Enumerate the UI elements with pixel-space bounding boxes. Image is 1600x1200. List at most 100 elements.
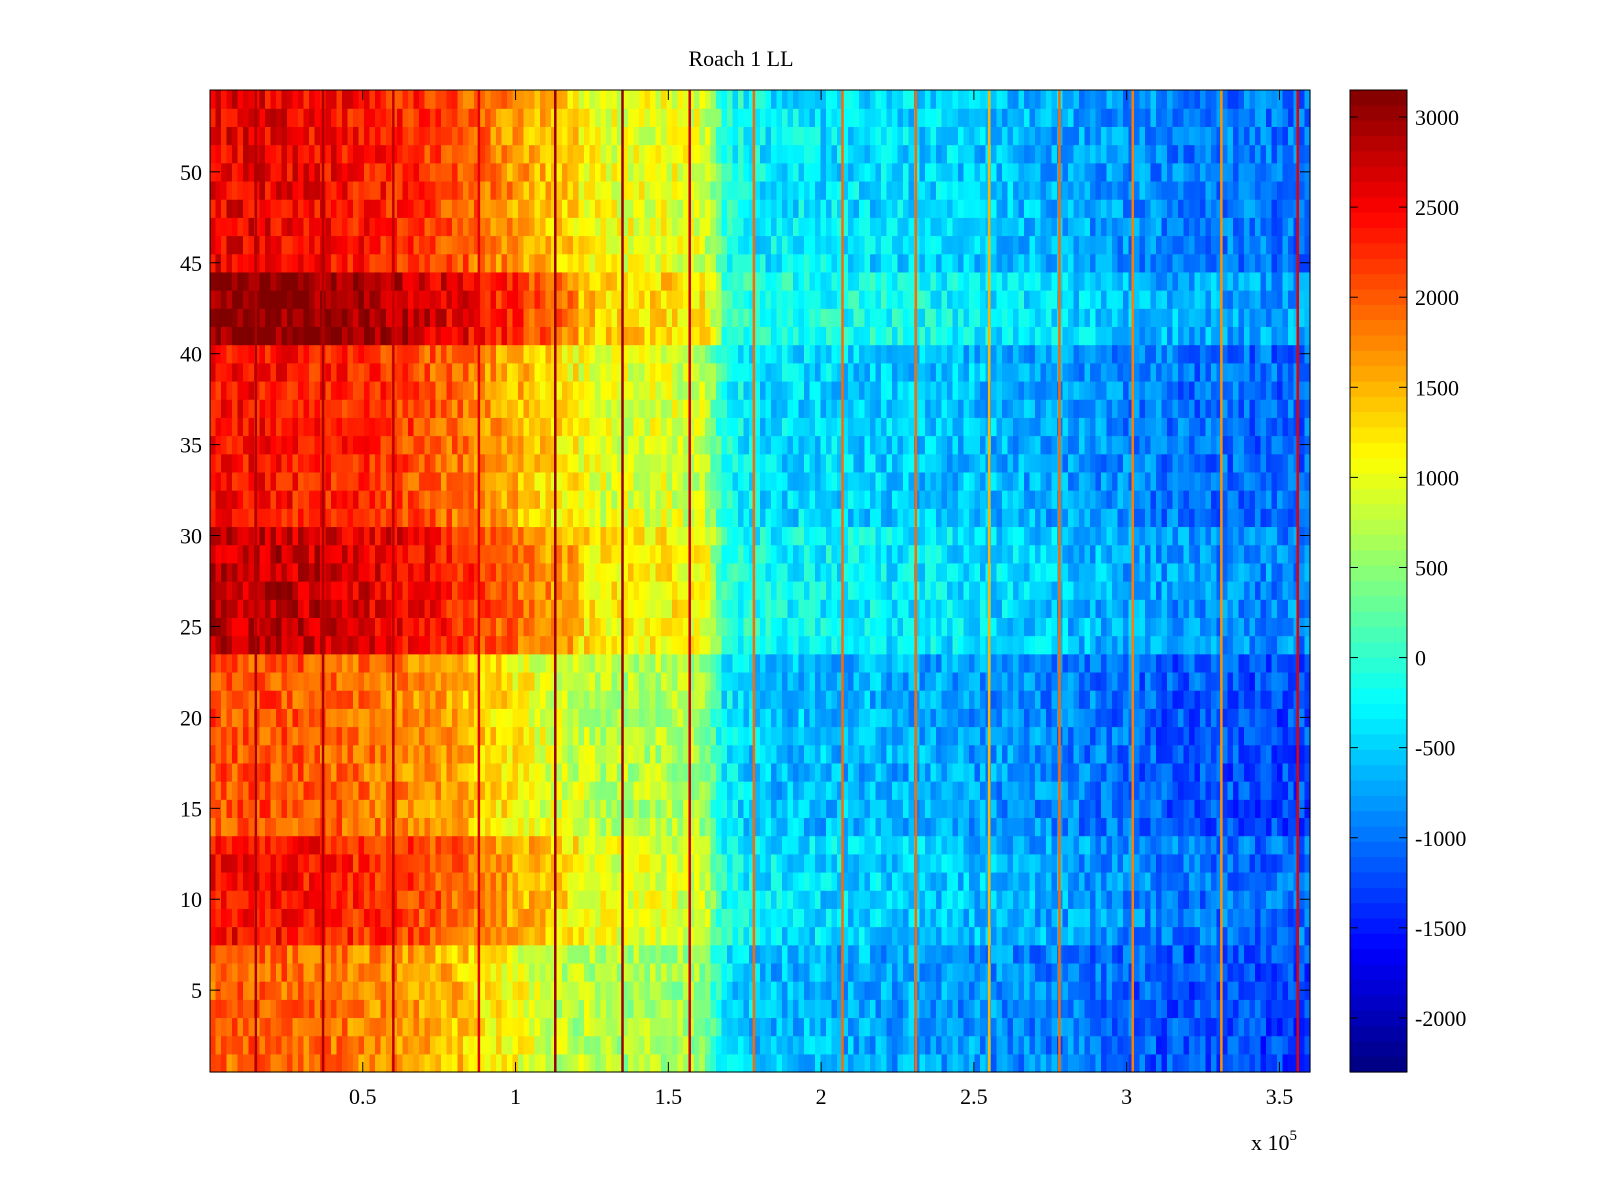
heatmap-cell bbox=[281, 835, 288, 855]
heatmap-cell bbox=[259, 671, 266, 691]
heatmap-cell bbox=[1266, 817, 1273, 837]
heatmap-cell bbox=[897, 962, 904, 982]
heatmap-cell bbox=[787, 671, 794, 691]
heatmap-cell bbox=[1090, 708, 1097, 728]
heatmap-cell bbox=[1134, 671, 1141, 691]
heatmap-cell bbox=[435, 871, 442, 891]
heatmap-cell bbox=[314, 817, 321, 837]
heatmap-cell bbox=[853, 1035, 860, 1055]
heatmap-cell bbox=[996, 999, 1003, 1019]
heatmap-cell bbox=[617, 635, 624, 655]
heatmap-cell bbox=[650, 981, 657, 1000]
heatmap-cell bbox=[529, 708, 536, 728]
heatmap-cell bbox=[897, 926, 904, 946]
heatmap-cell bbox=[380, 653, 387, 673]
heatmap-cell bbox=[1134, 908, 1141, 928]
heatmap-cell bbox=[1046, 890, 1053, 909]
heatmap-cell bbox=[265, 926, 272, 946]
heatmap-cell bbox=[540, 835, 547, 855]
heatmap-cell bbox=[237, 835, 244, 855]
heatmap-cell bbox=[837, 981, 844, 1000]
heatmap-cell bbox=[221, 853, 228, 873]
heatmap-cell bbox=[798, 926, 805, 946]
heatmap-cell bbox=[1024, 781, 1031, 800]
heatmap-cell bbox=[672, 635, 679, 655]
heatmap-cell bbox=[1167, 762, 1174, 782]
heatmap-cell bbox=[1117, 1017, 1124, 1037]
heatmap-cell bbox=[1299, 944, 1306, 964]
heatmap-cell bbox=[490, 653, 497, 673]
heatmap-cell bbox=[259, 690, 266, 709]
heatmap-cell bbox=[919, 853, 926, 873]
heatmap-cell bbox=[573, 671, 580, 691]
heatmap-cell bbox=[958, 890, 965, 909]
heatmap-cell bbox=[380, 835, 387, 855]
heatmap-cell bbox=[776, 981, 783, 1000]
heatmap-cell bbox=[463, 835, 470, 855]
heatmap-cell bbox=[760, 617, 767, 637]
heatmap-cell bbox=[930, 744, 937, 764]
heatmap-cell bbox=[743, 635, 750, 655]
heatmap-cell bbox=[760, 1053, 767, 1073]
heatmap-cell bbox=[1178, 1017, 1185, 1037]
heatmap-cell bbox=[1205, 653, 1212, 673]
heatmap-cell bbox=[754, 926, 761, 946]
heatmap-cell bbox=[589, 653, 596, 673]
heatmap-cell bbox=[237, 981, 244, 1000]
heatmap-cell bbox=[1051, 962, 1058, 982]
heatmap-cell bbox=[556, 617, 563, 637]
heatmap-cell bbox=[221, 781, 228, 800]
heatmap-cell bbox=[1073, 690, 1080, 709]
heatmap-cell bbox=[336, 890, 343, 909]
heatmap-cell bbox=[732, 926, 739, 946]
heatmap-cell bbox=[369, 617, 376, 637]
heatmap-cell bbox=[518, 1017, 525, 1037]
heatmap-cell bbox=[490, 981, 497, 1000]
heatmap-cell bbox=[419, 799, 426, 819]
heatmap-cell bbox=[1013, 926, 1020, 946]
heatmap-cell bbox=[859, 926, 866, 946]
heatmap-cell bbox=[705, 835, 712, 855]
heatmap-cell bbox=[485, 781, 492, 800]
heatmap-cell bbox=[672, 962, 679, 982]
heatmap-cell bbox=[545, 635, 552, 655]
heatmap-cell bbox=[1002, 853, 1009, 873]
heatmap-cell bbox=[364, 1035, 371, 1055]
heatmap-cell bbox=[688, 908, 695, 928]
heatmap-cell bbox=[798, 835, 805, 855]
heatmap-cell bbox=[1079, 890, 1086, 909]
heatmap-cell bbox=[276, 726, 283, 746]
heatmap-cell bbox=[655, 962, 662, 982]
heatmap-cell bbox=[881, 817, 888, 837]
heatmap-cell bbox=[661, 744, 668, 764]
heatmap-cell bbox=[1282, 690, 1289, 709]
heatmap-cell bbox=[798, 853, 805, 873]
heatmap-cell bbox=[694, 762, 701, 782]
heatmap-cell bbox=[903, 853, 910, 873]
heatmap-cell bbox=[248, 617, 255, 637]
heatmap-cell bbox=[969, 744, 976, 764]
heatmap-cell bbox=[925, 726, 932, 746]
heatmap-cell bbox=[375, 981, 382, 1000]
heatmap-cell bbox=[749, 781, 756, 800]
heatmap-cell bbox=[1205, 726, 1212, 746]
heatmap-cell bbox=[270, 617, 277, 637]
heatmap-cell bbox=[661, 890, 668, 909]
heatmap-cell bbox=[485, 835, 492, 855]
heatmap-cell bbox=[952, 962, 959, 982]
heatmap-cell bbox=[1183, 981, 1190, 1000]
heatmap-cell bbox=[831, 853, 838, 873]
heatmap-cell bbox=[1084, 781, 1091, 800]
heatmap-cell bbox=[210, 817, 217, 837]
heatmap-cell bbox=[633, 890, 640, 909]
heatmap-cell bbox=[886, 799, 893, 819]
heatmap-cell bbox=[540, 926, 547, 946]
heatmap-cell bbox=[754, 781, 761, 800]
heatmap-cell bbox=[892, 871, 899, 891]
heatmap-cell bbox=[771, 1017, 778, 1037]
heatmap-cell bbox=[974, 1053, 981, 1073]
heatmap-cell bbox=[562, 817, 569, 837]
heatmap-cell bbox=[380, 635, 387, 655]
heatmap-cell bbox=[435, 762, 442, 782]
heatmap-cell bbox=[952, 817, 959, 837]
